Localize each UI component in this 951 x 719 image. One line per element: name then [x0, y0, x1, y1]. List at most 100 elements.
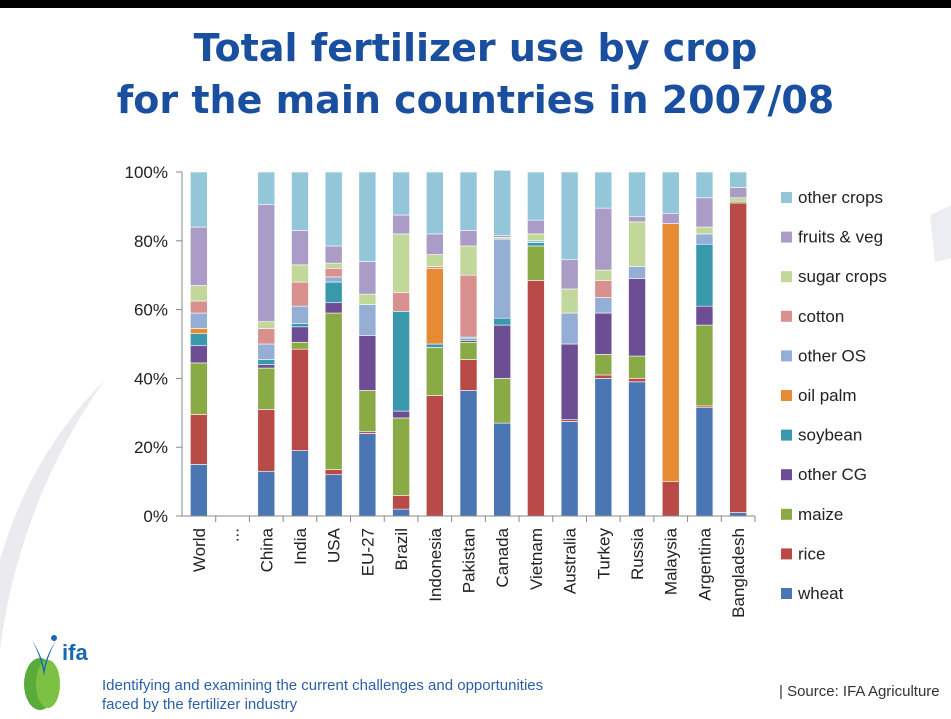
bar-segment-rice [425, 395, 444, 517]
bar-segment-fruits-veg [324, 245, 343, 264]
bar-segment-wheat [291, 450, 309, 517]
legend-swatch [781, 350, 792, 362]
bar-segment-other-crops [527, 171, 545, 221]
legend-label: other CG [798, 465, 867, 484]
bar-segment-oil-palm [425, 268, 444, 345]
bar-segment-fruits-veg [190, 226, 208, 286]
bar-segment-fruits-veg [257, 204, 276, 322]
bar-segment-wheat [392, 508, 410, 517]
legend-swatch [781, 588, 792, 599]
bar-segment-maize [459, 341, 478, 360]
y-tick-label: 0% [143, 507, 168, 526]
legend-swatch [781, 548, 792, 560]
bar-segment-other-os [324, 276, 343, 283]
bar-segment-fruits-veg [560, 259, 579, 290]
top-rule [0, 0, 951, 8]
bar-segment-sugar-crops [527, 233, 545, 242]
x-tick-label: Brazil [392, 528, 411, 571]
bar-segment-other-cg [358, 335, 377, 391]
x-tick-label: EU-27 [358, 528, 377, 576]
bar-segment-maize [358, 390, 377, 433]
chart-legend: other crops fruits & veg sugar crops cotton… [781, 188, 887, 603]
bar-segment-soybean [695, 243, 714, 307]
bar-segment-other-os [291, 305, 309, 324]
bar-segment-other-crops [628, 171, 646, 218]
x-tick-label: USA [325, 527, 344, 563]
bar-segment-sugar-crops [291, 264, 309, 283]
legend-label: cotton [798, 307, 844, 326]
bar-segment-other-crops [257, 171, 276, 205]
footer-tagline: Identifying and examining the current ch… [102, 676, 543, 714]
bar-segment-soybean [190, 333, 208, 347]
bar-segment-maize [594, 354, 613, 376]
bar-segment-other-cg [560, 343, 579, 420]
x-tick-label: China [257, 527, 276, 572]
bar-segment-soybean [392, 311, 410, 412]
x-tick-label: Australia [561, 527, 580, 594]
bar-segment-fruits-veg [291, 230, 309, 266]
bar-segment-other-cg [628, 278, 646, 357]
bar-segment-other-crops [291, 171, 309, 231]
bar-segment-other-cg [695, 305, 714, 326]
bar-segment-other-cg [190, 345, 208, 364]
bar-segment-cotton [594, 280, 613, 298]
bar-segment-rice [257, 409, 276, 472]
bar-segment-fruits-veg [628, 216, 646, 223]
x-tick-label: Russia [628, 527, 647, 580]
bar-segment-cotton [459, 274, 478, 338]
legend-swatch [781, 192, 792, 203]
x-tick-label: Indonesia [426, 527, 445, 601]
bar-segment-rice [324, 469, 343, 476]
bar-segment-maize [628, 355, 646, 379]
bar-segment-maize [493, 378, 512, 424]
tagline-line-1: Identifying and examining the current ch… [102, 677, 544, 694]
legend-label: fruits & veg [798, 228, 883, 247]
legend-label: other crops [798, 188, 883, 207]
x-tick-label: Malaysia [662, 527, 681, 595]
bar-segment-other-os [560, 312, 579, 345]
chart-bars [190, 169, 747, 517]
bar-segment-other-os [628, 266, 646, 279]
bar-segment-soybean [425, 343, 444, 348]
bar-segment-soybean [493, 317, 512, 326]
bar-segment-rice [459, 359, 478, 391]
bar-segment-sugar-crops [560, 288, 579, 314]
bar-segment-sugar-crops [257, 321, 276, 329]
bar-segment-wheat [594, 378, 613, 517]
bar-segment-soybean [291, 323, 309, 328]
bar-segment-fruits-veg [695, 197, 714, 228]
bar-segment-maize [257, 367, 276, 410]
bar-segment-maize [324, 312, 343, 470]
bar-segment-other-crops [594, 171, 613, 209]
bar-segment-other-crops [661, 171, 680, 214]
bar-segment-rice [729, 202, 747, 513]
bar-segment-rice [291, 348, 309, 451]
bar-segment-sugar-crops [392, 233, 410, 293]
bar-segment-wheat [459, 390, 478, 517]
bar-segment-wheat [628, 381, 646, 517]
bar-segment-oil-palm [190, 328, 208, 334]
bar-segment-fruits-veg [358, 261, 377, 295]
legend-label: wheat [797, 584, 844, 603]
bar-segment-other-os [695, 233, 714, 245]
legend-label: maize [798, 505, 843, 524]
bar-segment-wheat [695, 407, 714, 517]
bar-segment-soybean [527, 242, 545, 247]
legend-swatch [781, 429, 792, 441]
bar-segment-cotton [291, 281, 309, 307]
bar-segment-sugar-crops [425, 254, 444, 267]
bar-segment-other-os [257, 343, 276, 360]
x-tick-label: India [291, 527, 310, 564]
bar-segment-other-os [190, 312, 208, 329]
bar-segment-rice [628, 378, 646, 383]
bar-segment-fruits-veg [392, 214, 410, 235]
legend-swatch [781, 508, 792, 520]
x-tick-label: Turkey [594, 528, 613, 580]
y-tick-label: 40% [134, 369, 168, 388]
x-tick-label: World [190, 528, 209, 572]
bar-segment-other-cg [392, 410, 410, 419]
tagline-line-2: faced by the fertilizer industry [102, 696, 298, 713]
y-tick-label: 60% [134, 301, 168, 320]
